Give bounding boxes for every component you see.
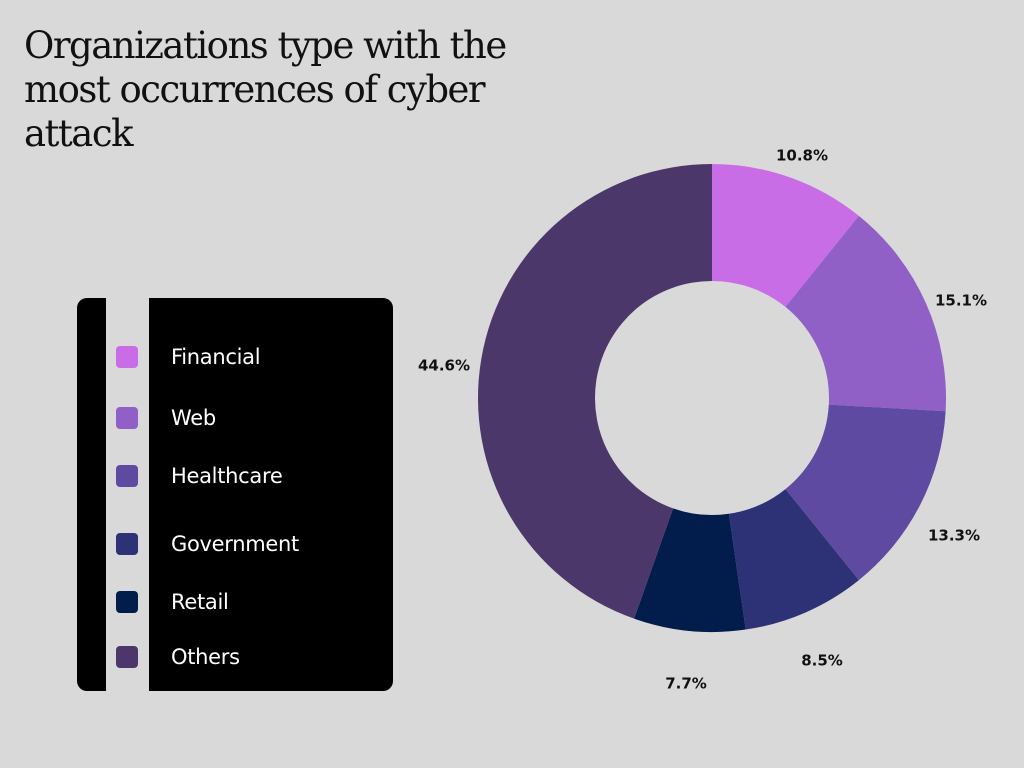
legend: Financial Web Healthcare Government Reta…	[77, 298, 393, 691]
legend-label-government: Government	[171, 532, 299, 556]
legend-item-others: Others	[77, 642, 393, 672]
slice-financial	[712, 164, 859, 307]
legend-item-retail: Retail	[77, 587, 393, 617]
legend-swatch-government	[116, 533, 138, 555]
slice-healthcare	[785, 404, 946, 581]
legend-label-web: Web	[171, 406, 216, 430]
slice-label-healthcare: 13.3%	[928, 527, 980, 545]
slice-labels: 10.8% 15.1% 13.3% 8.5% 7.7% 44.6%	[418, 147, 987, 693]
legend-label-retail: Retail	[171, 590, 229, 614]
chart-title: Organizations type with the most occurre…	[24, 24, 507, 155]
slice-label-government: 8.5%	[801, 652, 843, 670]
legend-label-financial: Financial	[171, 345, 261, 369]
legend-swatch-healthcare	[116, 465, 138, 487]
legend-swatch-others	[116, 646, 138, 668]
slice-label-retail: 7.7%	[665, 675, 707, 693]
legend-label-healthcare: Healthcare	[171, 464, 283, 488]
legend-swatch-web	[116, 407, 138, 429]
legend-item-government: Government	[77, 529, 393, 559]
legend-item-healthcare: Healthcare	[77, 461, 393, 491]
slice-retail	[634, 508, 746, 632]
slice-label-financial: 10.8%	[776, 147, 828, 165]
legend-label-others: Others	[171, 645, 240, 669]
legend-swatch-financial	[116, 346, 138, 368]
slice-web	[785, 215, 946, 412]
donut-slices	[478, 164, 946, 632]
slice-label-others: 44.6%	[418, 357, 470, 375]
legend-item-financial: Financial	[77, 342, 393, 372]
legend-item-web: Web	[77, 403, 393, 433]
legend-swatch-retail	[116, 591, 138, 613]
slice-government	[728, 489, 859, 630]
slice-label-web: 15.1%	[935, 292, 987, 310]
slice-others	[478, 164, 712, 619]
